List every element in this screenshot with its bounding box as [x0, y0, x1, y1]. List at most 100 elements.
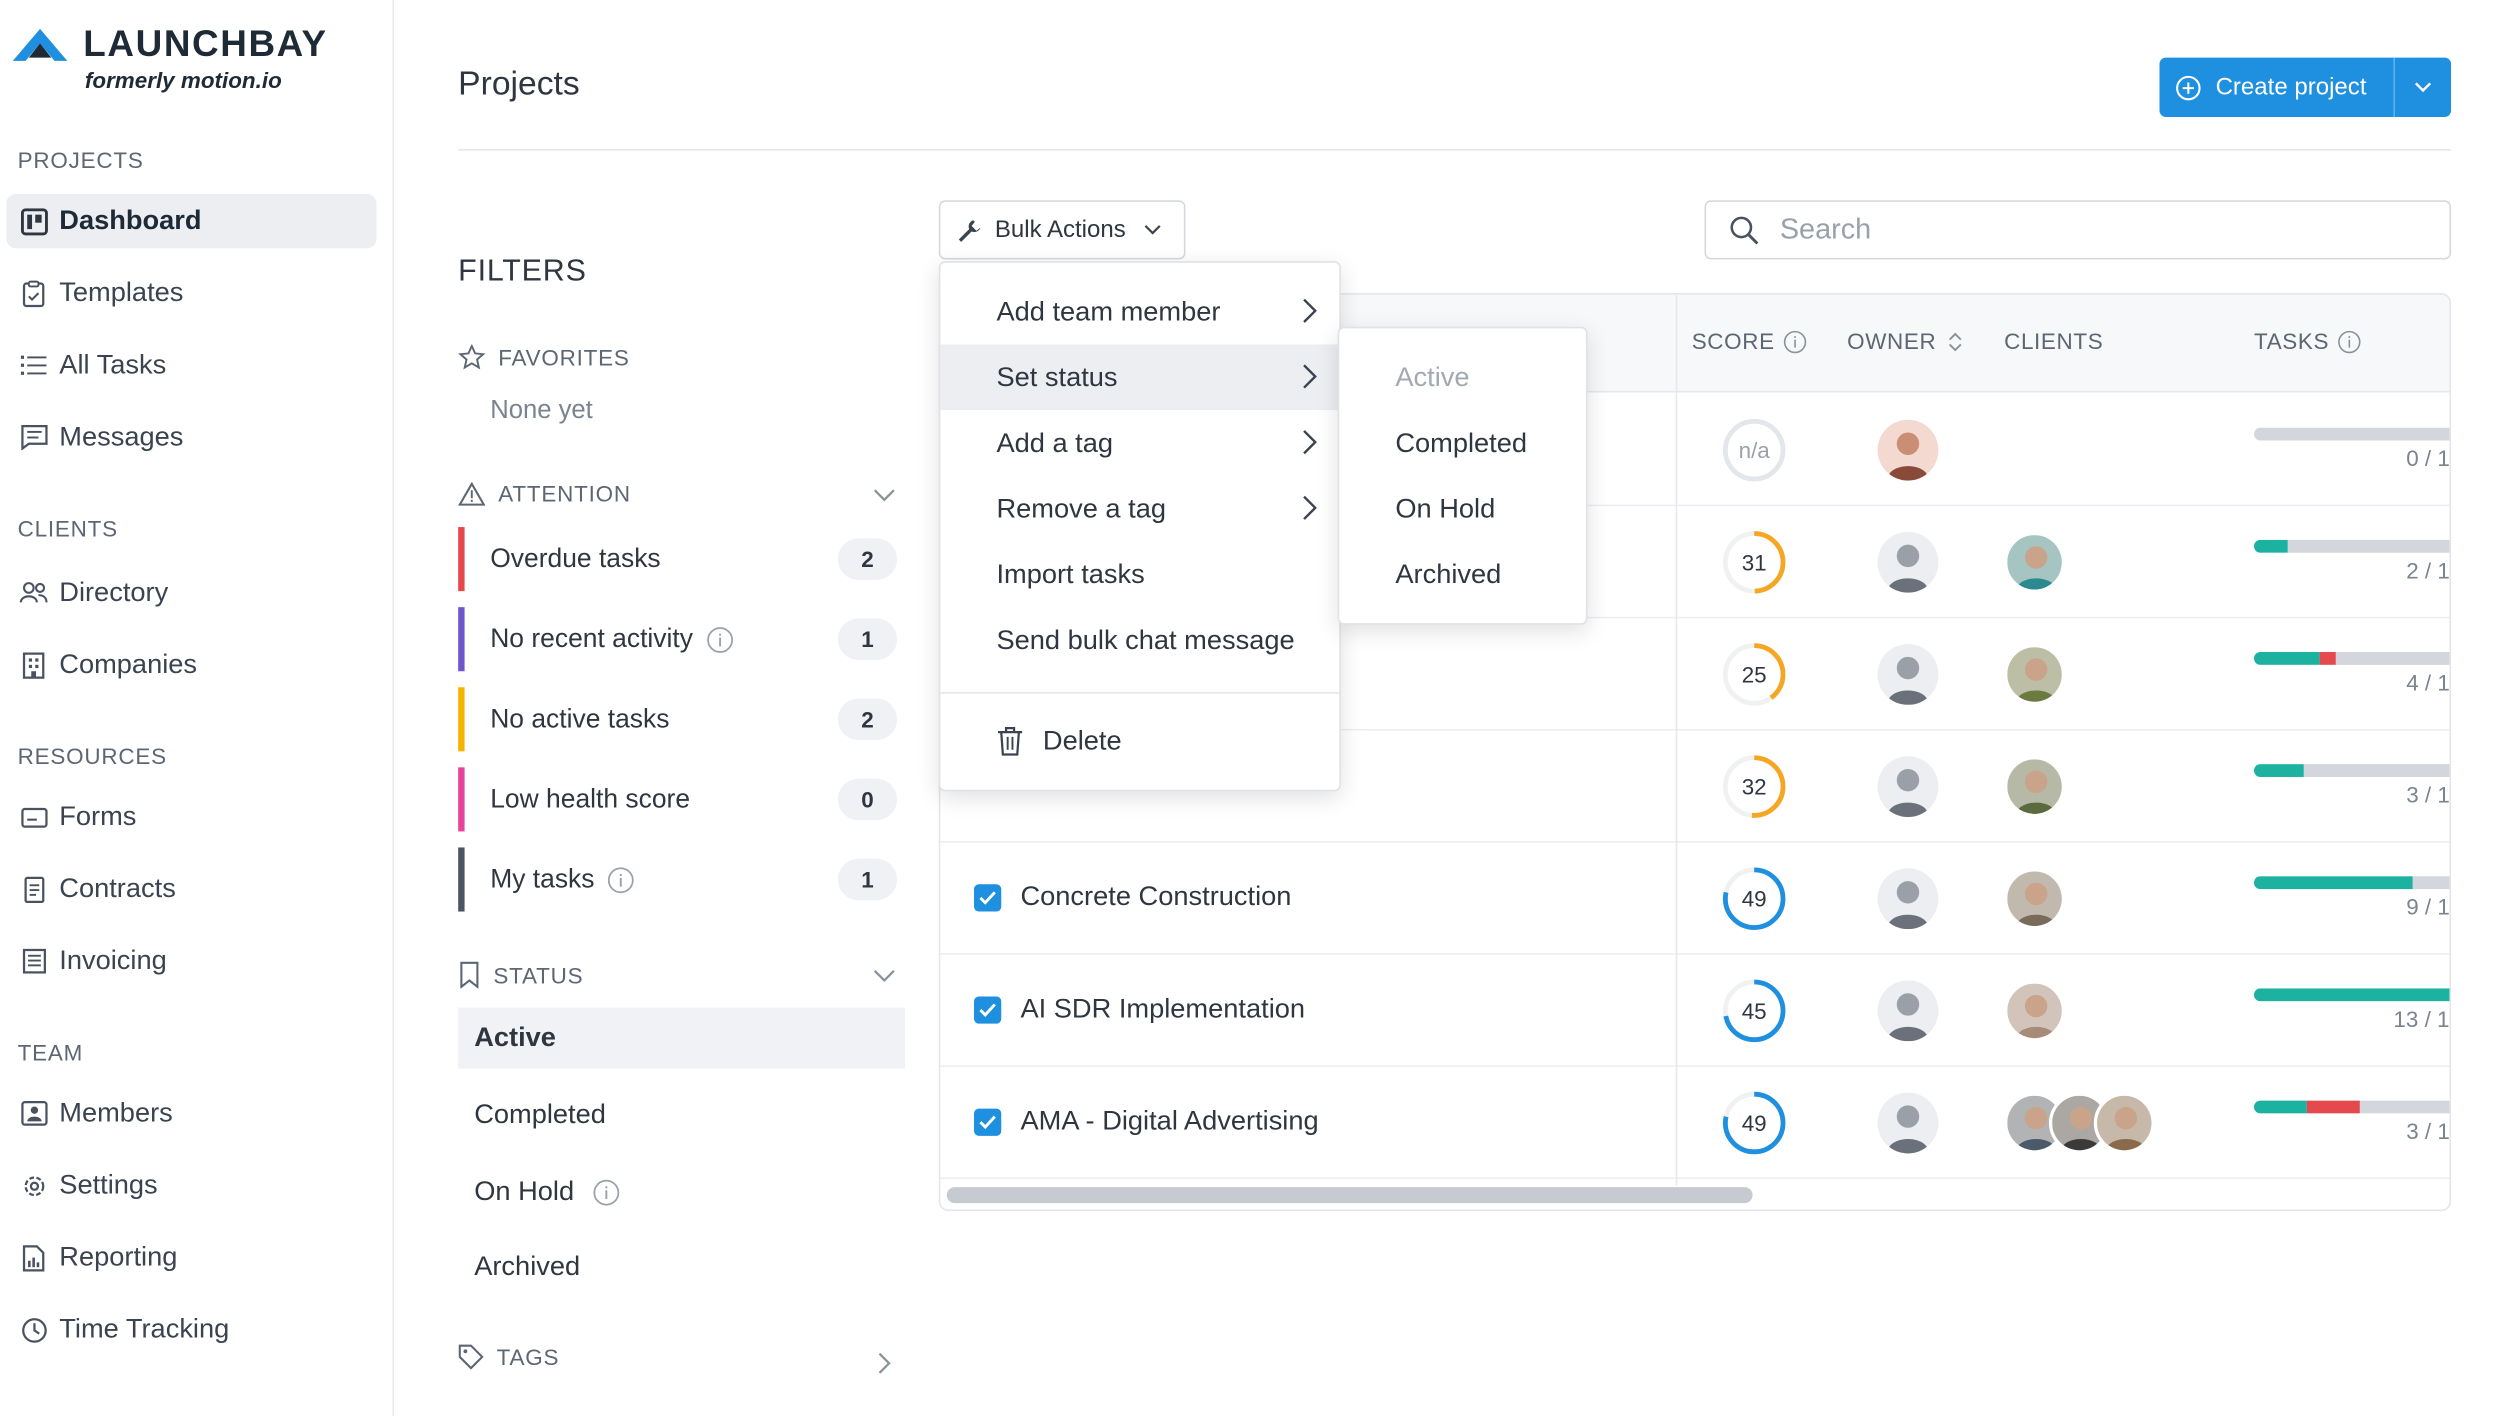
menu-item-delete[interactable]: Delete [940, 708, 1339, 774]
table-row[interactable]: 25 4 / 1 [940, 618, 2450, 731]
bulk-actions-label: Bulk Actions [994, 216, 1126, 244]
sidebar-item-label: Invoicing [59, 945, 167, 976]
attention-item-no-recent-activity[interactable]: No recent activity 1 [458, 607, 900, 672]
attention-item-low-health-score[interactable]: Low health score 0 [458, 767, 900, 832]
sidebar-item-contracts[interactable]: Contracts [6, 862, 376, 916]
client-avatar[interactable] [2004, 1092, 2065, 1154]
progress-complete [2254, 764, 2304, 777]
progress-overdue [2319, 652, 2336, 665]
sidebar-item-companies[interactable]: Companies [6, 638, 376, 692]
row-checkbox[interactable] [974, 996, 1002, 1024]
attention-item-my-tasks[interactable]: My tasks 1 [458, 847, 900, 912]
owner-avatar[interactable] [1877, 1092, 1939, 1154]
sidebar-item-messages[interactable]: Messages [6, 410, 376, 464]
status-filter-archived[interactable]: Archived [474, 1251, 581, 1282]
column-header-clients[interactable]: CLIENTS [2004, 328, 2104, 355]
column-header-tasks[interactable]: TASKS [2254, 328, 2361, 354]
sidebar-item-all-tasks[interactable]: All Tasks [6, 338, 376, 392]
project-name[interactable]: AI SDR Implementation [1020, 993, 1306, 1024]
status-filter-on-hold[interactable]: On Hold [458, 1161, 905, 1222]
column-header-owner[interactable]: OWNER [1847, 328, 1962, 354]
owner-avatar[interactable] [1877, 644, 1939, 705]
filters-title: FILTERS [458, 254, 587, 289]
attention-item-overdue[interactable]: Overdue tasks 2 [458, 527, 900, 592]
owner-avatar[interactable] [1877, 419, 1939, 481]
building-icon [18, 649, 50, 681]
table-row[interactable]: Concrete Construction 49 9 / 1 [940, 843, 2450, 955]
status-section[interactable]: STATUS [458, 961, 583, 989]
create-project-button[interactable]: Create project [2159, 58, 2393, 117]
create-options-dropdown[interactable] [2395, 58, 2451, 117]
chevron-right-icon[interactable] [878, 1352, 891, 1374]
project-name[interactable]: Concrete Construction [1020, 881, 1292, 912]
chevron-down-icon[interactable] [873, 969, 895, 983]
tag-icon [458, 1344, 484, 1370]
owner-avatar[interactable] [1877, 980, 1939, 1042]
client-avatar[interactable] [2004, 980, 2065, 1042]
client-avatar[interactable] [2093, 1092, 2155, 1154]
row-checkbox[interactable] [974, 1108, 1002, 1136]
sidebar-item-label: All Tasks [59, 349, 167, 380]
sidebar-item-invoicing[interactable]: Invoicing [6, 934, 376, 988]
attention-item-no-active-tasks[interactable]: No active tasks 2 [458, 687, 900, 752]
info-icon[interactable] [593, 1178, 620, 1205]
sidebar-item-label: Contracts [59, 873, 176, 904]
menu-item-import-tasks[interactable]: Import tasks [996, 558, 1145, 589]
search-input[interactable]: Search [1704, 200, 2452, 260]
menu-item-label: Delete [1042, 724, 1122, 756]
column-header-score[interactable]: SCORE [1692, 328, 1807, 354]
menu-item-add-tag[interactable]: Add a tag [940, 410, 1339, 476]
report-icon [18, 1242, 50, 1274]
count-badge: 2 [837, 538, 898, 580]
client-avatar[interactable] [2004, 868, 2065, 930]
favorites-section[interactable]: FAVORITES [458, 344, 629, 370]
attention-color-bar [458, 687, 465, 752]
launchbay-logo-icon [12, 28, 68, 61]
table-row[interactable]: 31 2 / 1 [940, 506, 2450, 619]
sidebar-item-time-tracking[interactable]: Time Tracking [6, 1302, 376, 1356]
status-filter-completed[interactable]: Completed [474, 1098, 606, 1130]
attention-section[interactable]: ATTENTION [458, 481, 631, 506]
table-row[interactable]: AMA - Digital Advertising 49 3 / 1 [940, 1067, 2450, 1180]
sidebar-item-forms[interactable]: Forms [6, 790, 376, 844]
menu-item-add-team-member[interactable]: Add team member [940, 279, 1339, 345]
horizontal-scrollbar[interactable] [946, 1187, 1753, 1204]
menu-item-send-bulk-chat[interactable]: Send bulk chat message [996, 623, 1295, 655]
menu-item-label: Set status [996, 361, 1118, 392]
sidebar-item-directory[interactable]: Directory [6, 566, 376, 620]
score-ring: 25 [1719, 639, 1789, 709]
submenu-item-archived[interactable]: Archived [1395, 559, 1502, 590]
attention-item-label: No active tasks [490, 704, 670, 733]
task-progress-bar [2254, 876, 2450, 890]
column-header-label: OWNER [1847, 328, 1937, 355]
logo[interactable]: LAUNCHBAY [12, 22, 328, 65]
owner-avatar[interactable] [1877, 756, 1939, 818]
menu-item-set-status[interactable]: Set status [940, 344, 1340, 411]
table-row[interactable]: AI SDR Implementation 45 13 / 1 [940, 955, 2450, 1067]
sidebar-item-reporting[interactable]: Reporting [6, 1230, 376, 1284]
info-icon[interactable] [706, 626, 733, 653]
sidebar-item-dashboard[interactable]: Dashboard [6, 193, 377, 249]
count-badge: 2 [837, 698, 898, 741]
info-icon [1783, 329, 1807, 353]
owner-avatar[interactable] [1877, 868, 1939, 930]
status-filter-active[interactable]: Active [458, 1007, 906, 1069]
client-avatar[interactable] [2004, 756, 2065, 818]
sidebar-item-templates[interactable]: Templates [6, 266, 376, 320]
tags-section[interactable]: TAGS [458, 1344, 559, 1370]
project-name[interactable]: AMA - Digital Advertising [1020, 1105, 1319, 1136]
owner-avatar[interactable] [1877, 531, 1939, 593]
table-row[interactable]: n/a 0 / 1 [940, 394, 2450, 507]
submenu-item-completed[interactable]: Completed [1395, 427, 1528, 459]
row-checkbox[interactable] [974, 884, 1002, 912]
client-avatar[interactable] [2004, 644, 2065, 705]
sidebar-item-members[interactable]: Members [6, 1086, 376, 1140]
task-progress-bar [2254, 427, 2450, 441]
chevron-down-icon[interactable] [873, 489, 895, 502]
submenu-item-on-hold[interactable]: On Hold [1395, 493, 1496, 524]
info-icon[interactable] [607, 866, 634, 893]
sidebar-item-settings[interactable]: Settings [6, 1158, 376, 1212]
menu-item-remove-tag[interactable]: Remove a tag [940, 476, 1339, 542]
client-avatar[interactable] [2004, 531, 2065, 593]
bulk-actions-button[interactable]: Bulk Actions [938, 200, 1186, 260]
